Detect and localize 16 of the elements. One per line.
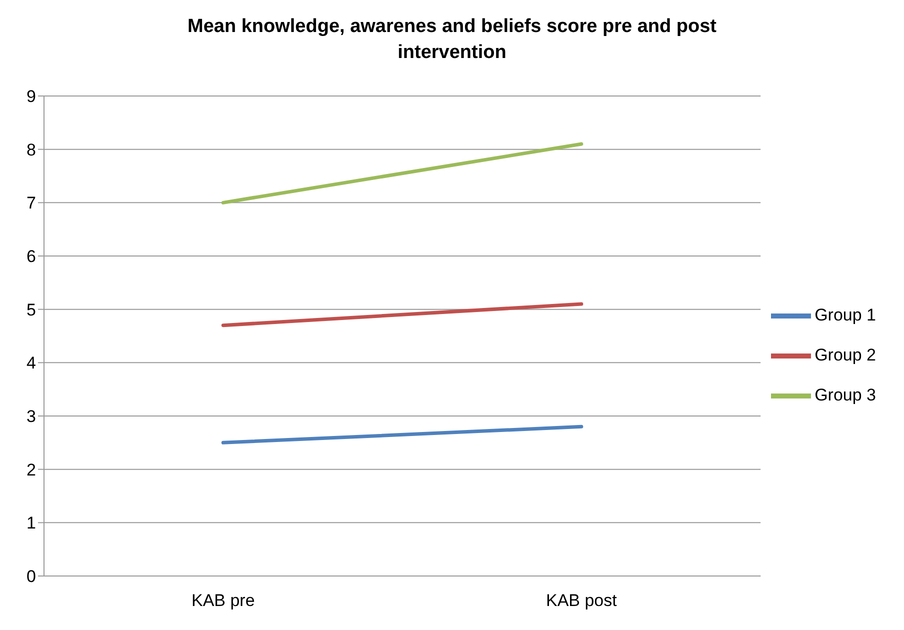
- legend-label: Group 3: [814, 385, 876, 404]
- y-tick-label: 7: [26, 194, 36, 213]
- y-tick-label: 3: [26, 407, 36, 426]
- legend-label: Group 2: [814, 345, 876, 364]
- x-tick-label: KAB pre: [191, 591, 255, 610]
- y-tick-label: 5: [26, 300, 36, 320]
- y-tick-label: 0: [26, 567, 36, 586]
- y-tick-label: 1: [26, 514, 36, 533]
- y-tick-label: 2: [26, 460, 36, 480]
- x-tick-label: KAB post: [546, 591, 618, 610]
- chart-title: Mean knowledge, awarenes and beliefs score pre and post intervention: [186, 15, 718, 65]
- y-tick-label: 8: [26, 140, 36, 160]
- y-tick-label: 4: [26, 354, 36, 373]
- y-tick-label: 6: [26, 247, 36, 266]
- legend-label: Group 1: [814, 305, 876, 324]
- y-tick-label: 9: [26, 87, 36, 106]
